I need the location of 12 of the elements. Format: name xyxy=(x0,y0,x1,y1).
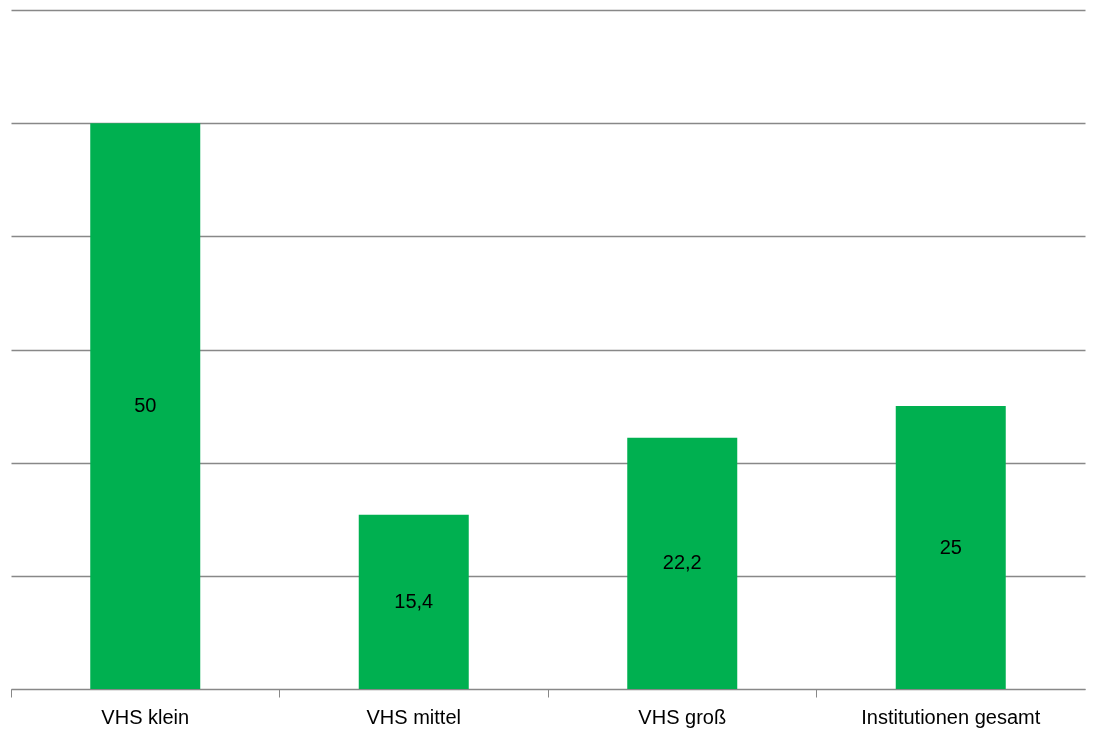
bar xyxy=(895,406,1006,689)
x-tick-label: VHS mittel xyxy=(366,705,461,728)
data-label: 25 xyxy=(939,535,962,558)
bar xyxy=(627,437,738,689)
data-label: 15,4 xyxy=(394,589,434,612)
x-tick-label: VHS klein xyxy=(101,705,190,728)
x-tick-label: VHS groß xyxy=(638,705,727,728)
data-label: 50 xyxy=(134,394,157,417)
x-tick-label: Institutionen gesamt xyxy=(861,705,1041,728)
bar xyxy=(90,123,201,689)
bar xyxy=(358,514,469,689)
data-label: 22,2 xyxy=(662,551,702,574)
